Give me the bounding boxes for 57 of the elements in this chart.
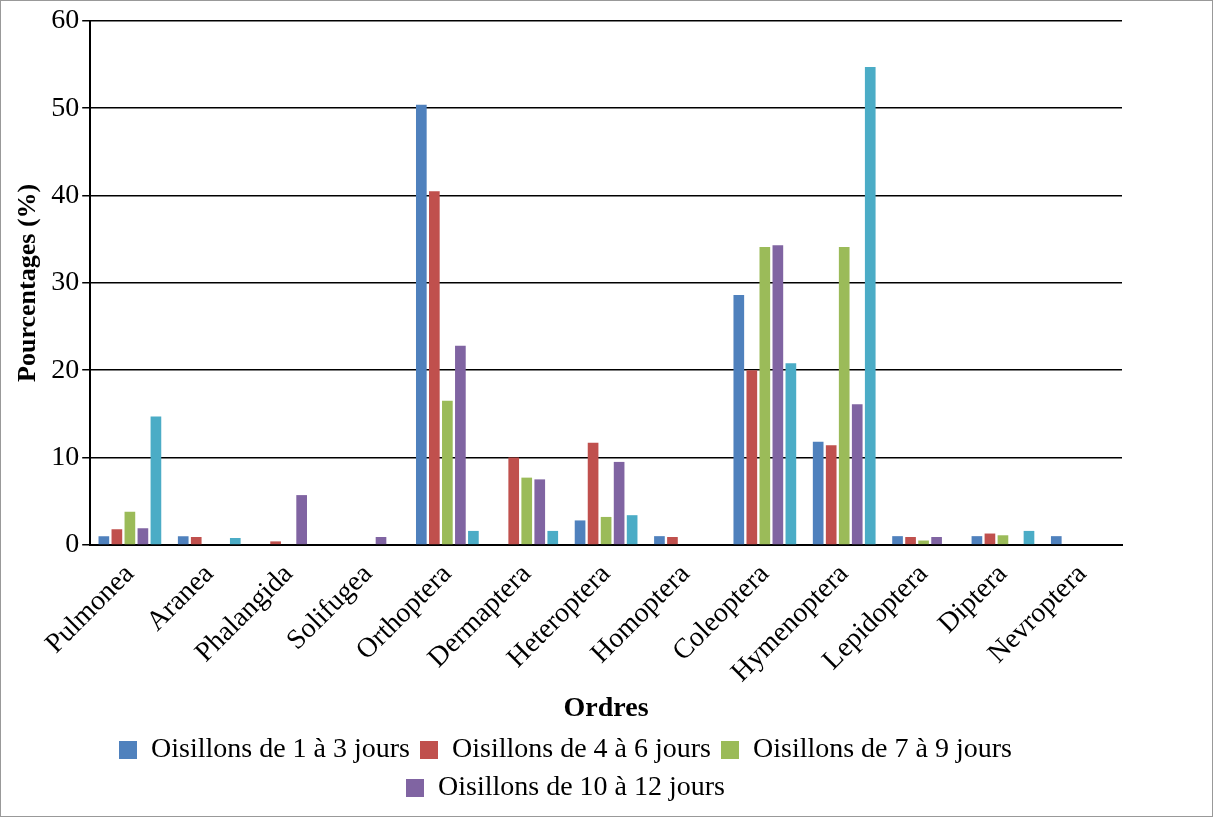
- legend-label: Oisillons de 10 à 12 jours: [438, 770, 726, 802]
- bar: [111, 529, 123, 545]
- y-tick-label: 60: [51, 3, 80, 35]
- bar: [759, 247, 771, 545]
- bar: [825, 445, 837, 545]
- bar: [667, 537, 678, 545]
- bar: [654, 536, 665, 545]
- bar: [997, 535, 1009, 545]
- y-axis-title: Pourcentages (%): [12, 183, 42, 382]
- y-tick-label: 10: [51, 439, 80, 471]
- bar: [229, 537, 241, 545]
- bar: [971, 536, 983, 545]
- bar: [468, 530, 479, 545]
- bar: [270, 541, 281, 545]
- bar: [150, 416, 162, 545]
- y-tick-label: 50: [51, 90, 80, 122]
- y-tick-label: 40: [51, 177, 80, 209]
- bar: [892, 536, 903, 545]
- bar: [746, 370, 758, 545]
- bar: [600, 516, 612, 545]
- bar: [455, 345, 466, 545]
- bar: [733, 295, 745, 545]
- bar: [613, 461, 625, 545]
- y-tick-label: 0: [65, 527, 80, 559]
- bar: [626, 515, 638, 545]
- bar: [296, 495, 307, 545]
- bar: [547, 530, 559, 545]
- bar: [1050, 536, 1062, 545]
- bar: [375, 537, 387, 545]
- bar: [124, 511, 136, 545]
- bar: [442, 400, 453, 545]
- bar: [190, 537, 202, 545]
- bar: [905, 537, 916, 545]
- bar: [429, 191, 440, 545]
- bar: [534, 479, 546, 545]
- bar: [785, 363, 797, 545]
- legend-label: Oisillons de 4 à 6 jours: [452, 732, 712, 764]
- bar: [521, 477, 533, 545]
- bar: [838, 247, 850, 545]
- bar: [864, 67, 876, 545]
- y-tick-label: 20: [51, 352, 80, 384]
- legend-label: Oisillons de 1 à 3 jours: [151, 732, 411, 764]
- bar: [812, 441, 824, 545]
- bar: [415, 104, 427, 545]
- y-tick-label: 30: [51, 265, 80, 297]
- bar: [98, 536, 110, 545]
- bar: [1023, 530, 1035, 545]
- bar: [931, 537, 942, 545]
- bar: [574, 520, 586, 545]
- bar: [587, 442, 599, 545]
- legend-label: Oisillons de 7 à 9 jours: [752, 732, 1012, 764]
- bar: [508, 457, 520, 545]
- bar: [137, 528, 149, 545]
- bar: [177, 536, 189, 545]
- bar: [772, 245, 784, 545]
- x-axis-title: Ordres: [563, 691, 649, 723]
- bar: [851, 404, 863, 545]
